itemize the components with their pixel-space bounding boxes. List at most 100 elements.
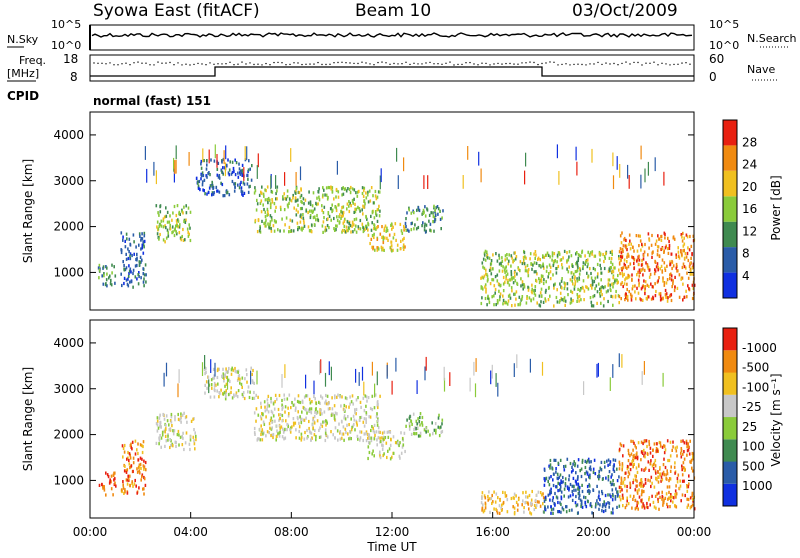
power-cell [582, 266, 584, 271]
velocity-cell [538, 500, 540, 504]
velocity-cell [120, 488, 123, 492]
power-cell [105, 282, 107, 286]
power-cell [551, 254, 554, 258]
velocity-cell [690, 505, 693, 509]
power-cell [333, 216, 335, 221]
velocity-cell [669, 477, 672, 481]
velocity-streak [250, 370, 252, 385]
power-cell [171, 218, 173, 222]
power-cell [282, 197, 284, 201]
velocity-cell [348, 437, 350, 441]
power-cell [592, 266, 595, 271]
velocity-cell [683, 468, 686, 472]
power-cell [422, 211, 425, 215]
velocity-cell [339, 437, 342, 441]
power-cell [288, 225, 291, 229]
velocity-cell [332, 412, 334, 416]
power-cell [140, 276, 142, 280]
power-cell [590, 300, 593, 304]
power-cell [618, 261, 621, 265]
power-cell [267, 201, 269, 205]
power-cell [620, 254, 622, 259]
velocity-cell [262, 412, 264, 416]
velocity-cell [687, 448, 690, 452]
power-cell [271, 200, 274, 204]
power-cell [523, 285, 526, 289]
velocity-cell [659, 444, 662, 448]
velocity-cell [350, 417, 352, 421]
velocity-cell [241, 376, 244, 380]
velocity-streak [324, 372, 327, 387]
velocity-cell [666, 502, 668, 506]
velocity-cell [337, 438, 339, 442]
power-cell [254, 186, 256, 190]
power-cell [663, 281, 666, 285]
power-panel-frame [89, 111, 695, 311]
power-cell [233, 169, 235, 173]
power-cell [538, 277, 540, 281]
power-cell [642, 267, 644, 271]
velocity-streak [391, 380, 393, 395]
velocity-cell [142, 487, 144, 491]
velocity-cell [371, 408, 374, 412]
noise-panel-frame [89, 24, 695, 51]
power-cell [643, 250, 646, 254]
velocity-cell [382, 444, 384, 448]
velocity-cell [320, 435, 322, 439]
power-cell [187, 230, 189, 235]
power-cell [331, 190, 334, 194]
velocity-cell [627, 470, 630, 474]
power-cell [498, 253, 500, 257]
velocity-cell [359, 416, 361, 420]
power-cell [638, 244, 640, 248]
power-cell [519, 269, 521, 273]
velocity-cell [550, 491, 552, 495]
power-cell [330, 185, 332, 189]
power-cell [110, 283, 113, 287]
velocity-cell [373, 423, 376, 427]
power-cell [662, 276, 664, 280]
power-cell [610, 294, 612, 298]
velocity-streak [609, 377, 611, 391]
velocity-cell [195, 434, 197, 438]
velocity-cell [204, 372, 206, 376]
power-cell [282, 195, 284, 199]
power-cell [500, 263, 503, 267]
power-cell [570, 297, 572, 301]
velocity-cell [355, 421, 358, 425]
power-cell [506, 302, 509, 306]
power-cell [499, 292, 502, 296]
power-cell [644, 292, 646, 296]
velocity-cell [378, 452, 381, 456]
power-cell [200, 174, 203, 178]
power-cell [627, 298, 629, 302]
power-cell [266, 213, 269, 217]
power-streak [299, 166, 302, 181]
velocity-cell [252, 380, 254, 384]
power-cell [242, 181, 245, 185]
power-cell [571, 263, 573, 267]
power-cell [489, 266, 492, 270]
power-cell [222, 194, 224, 198]
power-cell [201, 183, 204, 187]
velocity-cell [682, 452, 684, 456]
velocity-cell [555, 470, 557, 474]
power-cell [534, 250, 537, 254]
power-cell [316, 213, 318, 218]
velocity-cell [658, 440, 661, 445]
power-cell [168, 220, 171, 224]
power-cell [524, 265, 527, 269]
velocity-cell [668, 458, 671, 463]
power-cell [502, 265, 504, 269]
velocity-cell [620, 481, 622, 485]
velocity-cell [636, 489, 639, 493]
nsky-label: N.Sky [7, 33, 39, 46]
velocity-cell [684, 493, 686, 498]
power-cell [164, 224, 166, 228]
power-cell [356, 194, 359, 198]
power-cell [273, 219, 276, 223]
power-cell [545, 280, 547, 284]
velocity-cell [408, 427, 411, 431]
velocity-cell [350, 400, 353, 404]
power-streak [647, 161, 649, 176]
